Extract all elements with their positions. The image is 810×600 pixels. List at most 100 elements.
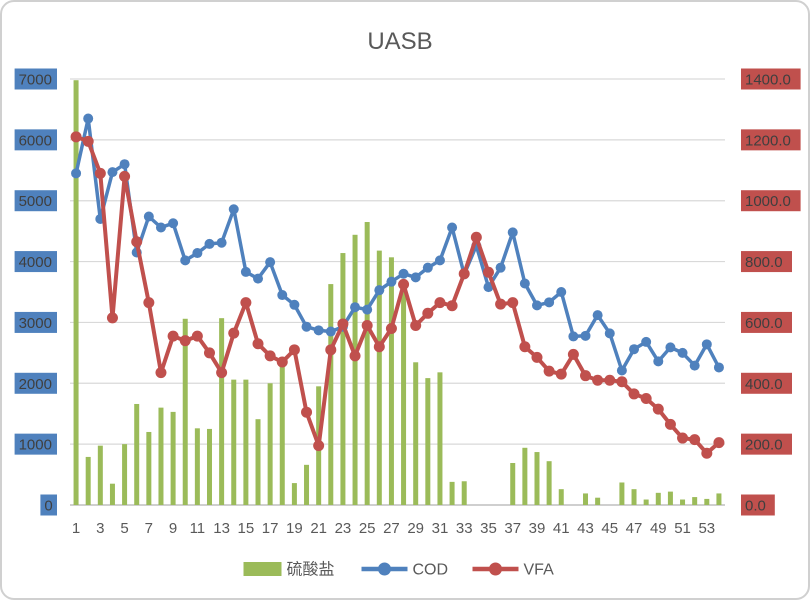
marker-vfa xyxy=(555,368,567,380)
marker-vfa xyxy=(422,307,434,319)
marker-cod xyxy=(386,276,397,287)
marker-cod xyxy=(155,222,166,233)
right-axis-tick-box xyxy=(741,68,801,90)
bar-sulfate xyxy=(716,493,722,505)
right-axis-tick-label: 600.0 xyxy=(745,315,783,332)
x-axis-tick-label: 7 xyxy=(145,520,153,537)
marker-cod xyxy=(83,113,94,124)
legend-item-vfa[interactable]: VFA xyxy=(472,562,555,579)
marker-vfa xyxy=(240,297,252,309)
bar-sulfate xyxy=(267,383,273,505)
x-axis-tick-label: 43 xyxy=(577,520,594,537)
marker-cod xyxy=(240,266,251,277)
x-axis-tick-label: 11 xyxy=(190,520,206,537)
marker-cod xyxy=(410,272,421,283)
x-axis-tick-label: 19 xyxy=(286,520,303,537)
right-axis-tick-box xyxy=(741,251,792,273)
marker-cod xyxy=(544,297,555,308)
legend-item-cod[interactable]: COD xyxy=(361,562,449,579)
marker-cod xyxy=(507,227,518,238)
marker-cod xyxy=(580,330,591,341)
marker-vfa xyxy=(313,440,325,452)
line-series-cod xyxy=(71,113,724,376)
right-axis-tick-label: 800.0 xyxy=(745,254,783,271)
marker-cod xyxy=(641,336,652,347)
bar-sulfate xyxy=(401,290,407,505)
marker-cod xyxy=(592,310,603,321)
marker-cod xyxy=(483,282,494,293)
marker-cod xyxy=(689,360,700,371)
legend-item-sulfate[interactable]: 硫酸盐 xyxy=(243,561,335,579)
x-axis-tick-label: 29 xyxy=(407,520,424,537)
marker-vfa xyxy=(349,350,361,362)
marker-vfa xyxy=(604,374,616,386)
right-axis-tick-label: 0.0 xyxy=(745,498,766,515)
bar-sulfate xyxy=(340,253,346,505)
right-axis-tick-box xyxy=(741,311,792,333)
marker-cod xyxy=(713,362,724,373)
x-axis-tick-label: 39 xyxy=(529,520,546,537)
right-axis-tick-box xyxy=(741,494,775,516)
bar-sulfate xyxy=(122,444,128,505)
x-axis-tick-label: 41 xyxy=(553,520,570,537)
marker-cod xyxy=(568,331,579,342)
right-axis-tick-label: 1000.0 xyxy=(745,193,791,210)
marker-vfa xyxy=(301,406,313,418)
bar-sulfate xyxy=(352,234,358,505)
marker-vfa xyxy=(446,300,458,312)
bar-sulfate xyxy=(546,461,552,505)
bar-sulfate xyxy=(97,445,103,505)
bar-sulfate xyxy=(655,492,661,505)
legend-swatch-line-marker xyxy=(378,562,391,576)
marker-vfa xyxy=(398,278,410,290)
left-axis-tick-box xyxy=(40,494,57,516)
bar-sulfate xyxy=(461,481,467,505)
bar-sulfate xyxy=(643,499,649,505)
bar-sulfate xyxy=(364,222,370,505)
bar-sulfate xyxy=(522,447,528,505)
marker-vfa xyxy=(677,432,689,444)
marker-cod xyxy=(265,257,276,268)
left-axis-tick-label: 5000 xyxy=(19,193,52,210)
x-axis-tick-label: 53 xyxy=(698,520,715,537)
marker-cod xyxy=(71,168,82,179)
left-axis-tick-label: 2000 xyxy=(19,376,52,393)
marker-cod xyxy=(350,302,361,313)
right-axis-tick-box xyxy=(741,433,792,455)
x-axis-tick-label: 21 xyxy=(310,520,327,537)
marker-cod xyxy=(180,255,191,266)
bar-sulfate xyxy=(328,284,334,505)
x-axis-tick-label: 1 xyxy=(72,520,80,537)
legend-label: COD xyxy=(413,562,449,579)
marker-vfa xyxy=(616,376,628,388)
bar-sulfate xyxy=(279,363,285,505)
marker-vfa xyxy=(131,236,143,248)
x-axis-tick-label: 3 xyxy=(96,520,104,537)
marker-cod xyxy=(556,287,567,297)
bar-sulfate xyxy=(182,318,188,505)
x-axis-labels: 1 3 5 7 9 11 13 15 17 19 21 23 25 27 29 31 33 35 37 39 41 43 4… xyxy=(72,520,715,537)
legend: 硫酸盐 COD VFA xyxy=(243,561,555,579)
bar-sulfate xyxy=(534,452,540,505)
right-axis-tick-label: 200.0 xyxy=(745,437,783,454)
left-axis-tick-box xyxy=(14,251,58,273)
marker-cod xyxy=(192,248,203,259)
bar-sulfate xyxy=(704,498,710,505)
bar-sulfate xyxy=(631,489,637,505)
bar-series-sulfate xyxy=(73,80,722,506)
marker-cod xyxy=(422,262,433,273)
marker-vfa xyxy=(567,348,579,360)
marker-cod xyxy=(143,211,154,222)
right-axis-tick-label: 1200.0 xyxy=(745,132,791,149)
marker-cod xyxy=(228,204,239,215)
bar-sulfate xyxy=(255,419,261,505)
marker-cod xyxy=(665,342,676,353)
marker-cod xyxy=(653,356,664,367)
bar-sulfate xyxy=(413,362,419,505)
x-axis-tick-label: 17 xyxy=(262,520,279,537)
marker-cod xyxy=(313,325,324,336)
right-axis-tick-box xyxy=(741,129,801,151)
bar-sulfate xyxy=(583,493,589,505)
marker-vfa xyxy=(373,341,385,353)
marker-cod xyxy=(301,321,312,332)
